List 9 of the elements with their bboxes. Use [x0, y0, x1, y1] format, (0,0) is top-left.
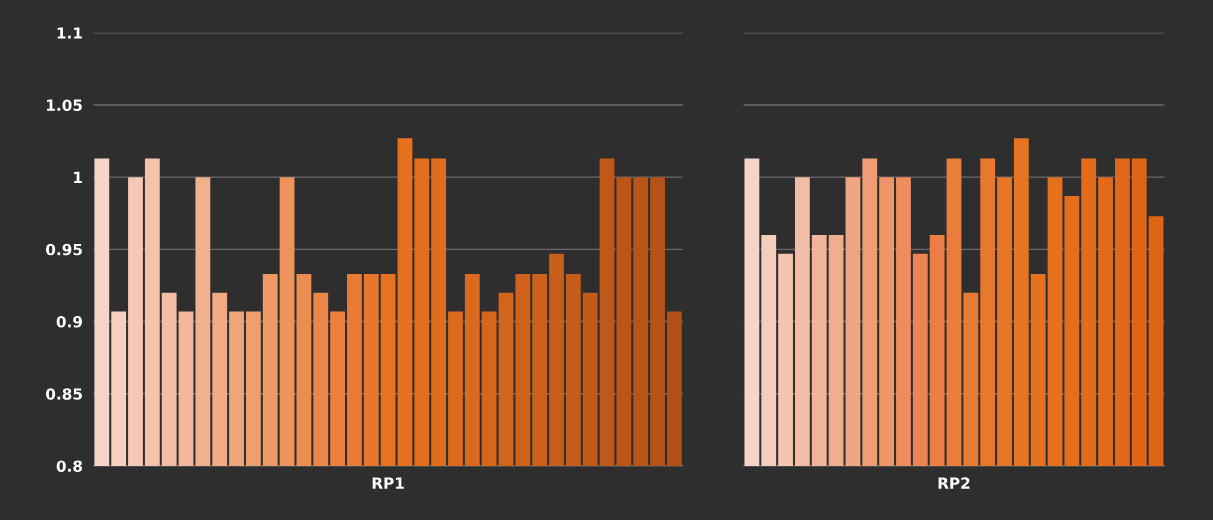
y-tick-label: 0.95	[46, 243, 82, 256]
y-tick-label: 1.05	[47, 99, 82, 111]
x-axis-title: RP1	[372, 477, 404, 489]
x-axis-title: RP2	[938, 477, 970, 489]
y-tick-label: 1	[74, 171, 82, 183]
y-tick-label: 0.8	[56, 460, 83, 472]
y-tick-label: 1.1	[57, 27, 82, 39]
y-tick-label: 0.9	[56, 316, 83, 328]
y-tick-label: 0.85	[46, 388, 82, 400]
